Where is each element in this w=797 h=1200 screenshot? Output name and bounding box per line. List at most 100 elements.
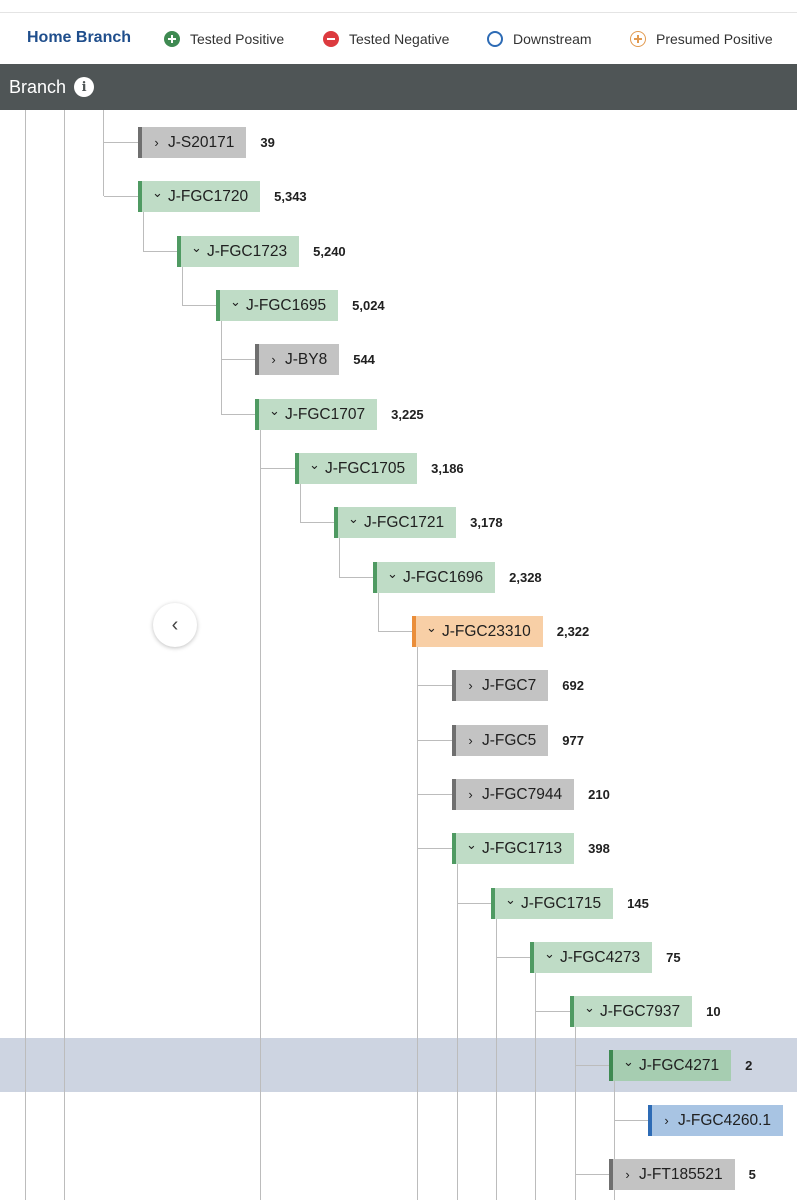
chevron-down-icon[interactable]: ⌄ (505, 891, 516, 907)
tree-node: ⌄ J-FGC1723 5,240 (177, 236, 346, 267)
branch-label: J-FGC4273 (560, 948, 641, 966)
legend-presumed-positive: Presumed Positive (630, 31, 773, 47)
chevron-down-icon[interactable]: ⌄ (387, 565, 398, 581)
tree-guide-line (64, 110, 65, 1200)
tree-connector-line (417, 646, 418, 1200)
chevron-down-icon[interactable]: ⌄ (230, 293, 241, 309)
chevron-down-icon[interactable]: ⌄ (191, 239, 202, 255)
branch-chip[interactable]: › J-FGC4260.1 (648, 1105, 784, 1136)
branch-count: 3,178 (470, 515, 503, 530)
branch-count: 2 (745, 1058, 753, 1073)
tree-node: ⌄ J-FGC4271 2 (609, 1050, 752, 1081)
branch-chip[interactable]: › J-FGC7 (452, 670, 549, 701)
branch-chip[interactable]: › J-BY8 (255, 344, 340, 375)
branch-chip[interactable]: ⌄ J-FGC23310 (412, 616, 543, 647)
branch-chip[interactable]: › J-FGC7944 (452, 779, 575, 810)
chevron-right-icon[interactable]: › (154, 135, 159, 150)
tree-node: ⌄ J-FGC1720 5,343 (138, 181, 307, 212)
plus-circle-icon (164, 31, 180, 47)
branch-chip[interactable]: ⌄ J-FGC1696 (373, 562, 496, 593)
tree-node: › J-FT185521 5 (609, 1159, 756, 1190)
plus-outline-circle-icon (630, 31, 646, 47)
branch-chip[interactable]: ⌄ J-FGC1720 (138, 181, 261, 212)
branch-chip[interactable]: › J-FT185521 (609, 1159, 735, 1190)
tree-branch-line (418, 685, 452, 686)
info-icon[interactable]: i (74, 77, 95, 97)
tree-branch-line (221, 414, 255, 415)
branch-label: J-FGC1723 (207, 242, 288, 260)
tree-node: ›J-FGC4260.11 (648, 1105, 797, 1136)
open-circle-icon (487, 31, 503, 47)
chevron-down-icon[interactable]: ⌄ (623, 1053, 634, 1069)
tree-node: ⌄ J-FGC7937 10 (570, 996, 721, 1027)
tree-node: ⌄ J-FGC1705 3,186 (295, 453, 464, 484)
chevron-down-icon[interactable]: ⌄ (269, 402, 280, 418)
chevron-down-icon[interactable]: ⌄ (544, 945, 555, 961)
branch-header: Branch i (0, 64, 797, 110)
tree-branch-line (378, 631, 412, 632)
branch-chip[interactable]: ⌄ J-FGC1715 (491, 888, 614, 919)
branch-chip[interactable]: › J-FGC5 (452, 725, 549, 756)
legend-bar: Home Branch Tested Positive Tested Negat… (0, 12, 797, 64)
chevron-right-icon[interactable]: › (468, 733, 473, 748)
chevron-down-icon[interactable]: ⌄ (426, 619, 437, 635)
branch-label: J-S20171 (168, 133, 235, 151)
branch-chip[interactable]: ⌄ J-FGC1721 (334, 507, 457, 538)
chevron-right-icon[interactable]: › (468, 787, 473, 802)
chevron-right-icon[interactable]: › (271, 352, 276, 367)
chevron-right-icon[interactable]: › (468, 678, 473, 693)
branch-count: 39 (260, 135, 275, 150)
tree-node: ⌄ J-FGC1695 5,024 (216, 290, 385, 321)
chevron-down-icon[interactable]: ⌄ (152, 184, 163, 200)
branch-count: 977 (562, 733, 584, 748)
chevron-right-icon[interactable]: › (664, 1113, 669, 1128)
branch-chip[interactable]: ⌄ J-FGC1723 (177, 236, 300, 267)
branch-label: J-FGC23310 (442, 622, 531, 640)
tree-branch-line (614, 1120, 648, 1121)
branch-count: 75 (666, 950, 681, 965)
tree-branch-line (418, 740, 452, 741)
chevron-down-icon[interactable]: ⌄ (466, 836, 477, 852)
tree-node: ⌄ J-FGC1721 3,178 (334, 507, 503, 538)
tree-branch-line (536, 1011, 570, 1012)
branch-label: J-FGC7944 (482, 785, 563, 803)
tree-connector-line (339, 537, 340, 577)
legend-presumed-positive-label: Presumed Positive (656, 31, 773, 47)
tree-connector-line (378, 592, 379, 631)
branch-count: 5,240 (313, 244, 346, 259)
branch-tree: › J-S20171 39 ⌄ J-FGC1720 5,343 ⌄ J-FGC1723 5,24… (0, 110, 797, 1200)
tree-connector-line (575, 1026, 576, 1200)
chevron-down-icon[interactable]: ⌄ (309, 456, 320, 472)
branch-chip[interactable]: ⌄ J-FGC4273 (530, 942, 653, 973)
chevron-down-icon[interactable]: ⌄ (584, 999, 595, 1015)
tree-branch-line (261, 468, 295, 469)
branch-chip[interactable]: ⌄ J-FGC4271 (609, 1050, 732, 1081)
tree-connector-line (614, 1080, 615, 1200)
legend-downstream-label: Downstream (513, 31, 592, 47)
chevron-right-icon[interactable]: › (625, 1167, 630, 1182)
branch-chip[interactable]: ⌄ J-FGC1695 (216, 290, 339, 321)
tree-branch-line (496, 957, 530, 958)
home-branch-link[interactable]: Home Branch (27, 29, 132, 46)
branch-chip[interactable]: ⌄ J-FGC1707 (255, 399, 378, 430)
tree-node: › J-BY8 544 (255, 344, 375, 375)
branch-chip[interactable]: ⌄ J-FGC7937 (570, 996, 693, 1027)
tree-branch-line (182, 305, 216, 306)
branch-label: J-FGC5 (482, 731, 537, 749)
branch-count: 2,328 (509, 570, 542, 585)
branch-count: 145 (627, 896, 649, 911)
branch-chip[interactable]: ⌄ J-FGC1713 (452, 833, 575, 864)
tree-node: ⌄ J-FGC23310 2,322 (412, 616, 589, 647)
minus-circle-icon (323, 31, 339, 47)
branch-chip[interactable]: › J-S20171 (138, 127, 247, 158)
chevron-down-icon[interactable]: ⌄ (348, 510, 359, 526)
tree-node: ⌄ J-FGC1696 2,328 (373, 562, 542, 593)
branch-label: J-FT185521 (639, 1165, 723, 1183)
branch-count: 3,186 (431, 461, 464, 476)
branch-chip[interactable]: ⌄ J-FGC1705 (295, 453, 418, 484)
scroll-left-button[interactable]: ‹ (153, 603, 197, 647)
tree-connector-line (182, 266, 183, 305)
tree-branch-line (418, 848, 452, 849)
branch-label: J-FGC1695 (246, 296, 327, 314)
branch-label: J-FGC1696 (403, 568, 484, 586)
